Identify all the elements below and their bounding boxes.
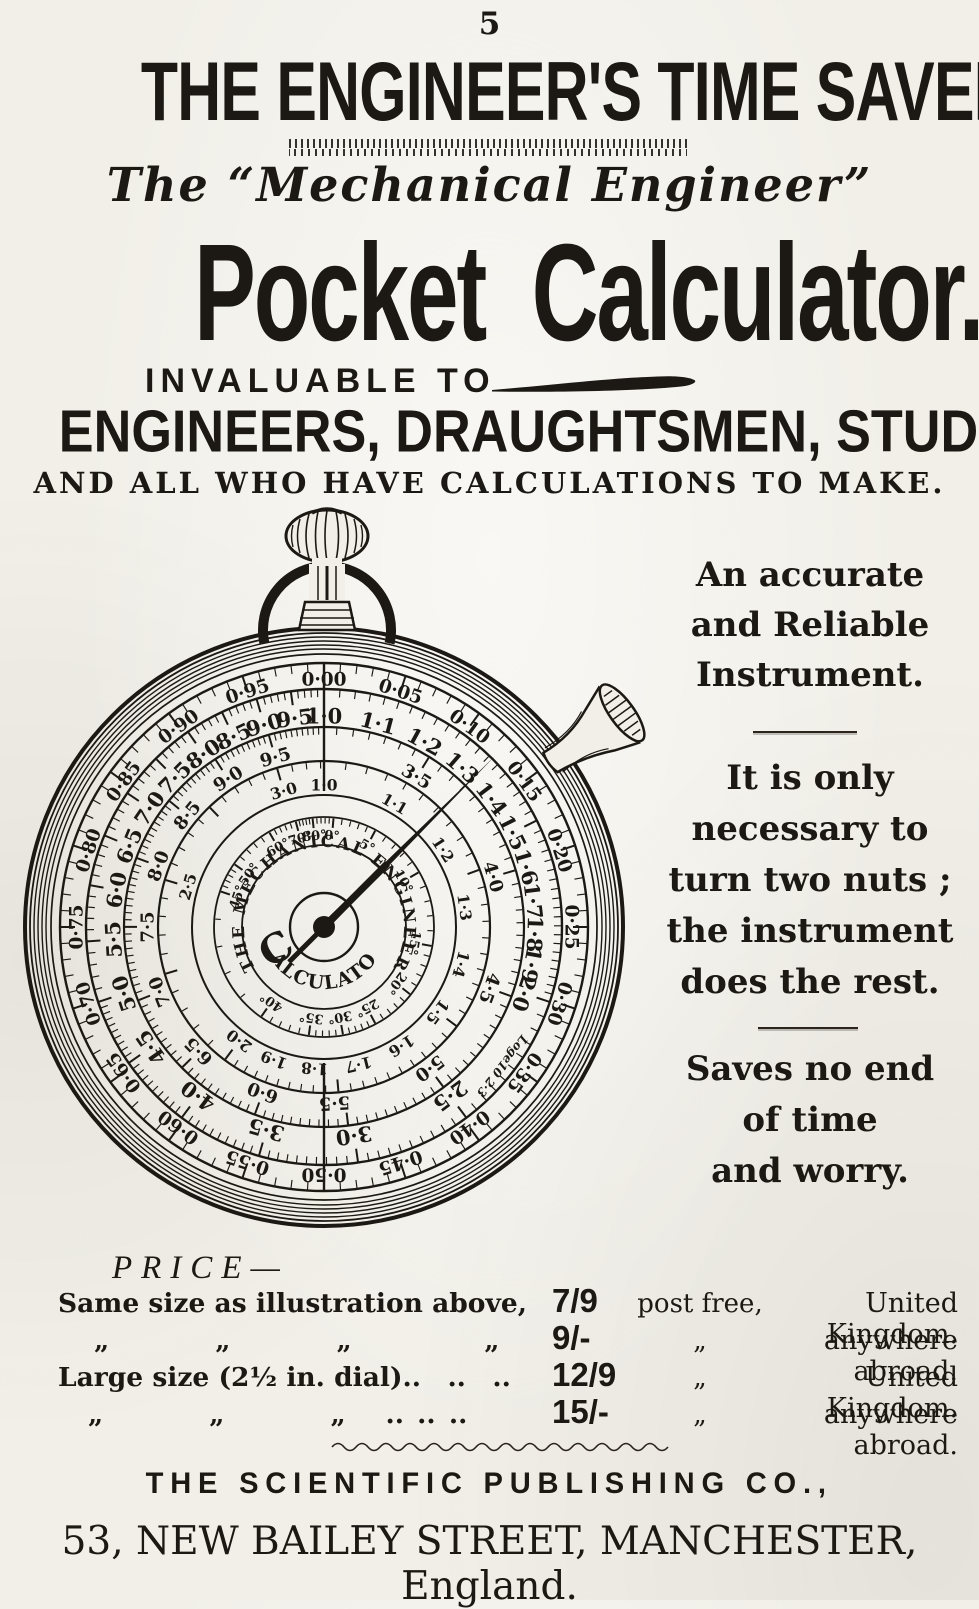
dial-scale-label: 4·0 xyxy=(478,859,507,895)
dial-scale-label: 0·40 xyxy=(445,1105,494,1148)
price-postage: „ xyxy=(634,1363,766,1393)
price-table: Same size as illustration above, 7/9 pos… xyxy=(58,1282,958,1430)
headline: THE ENGINEER'S TIME SAVER. xyxy=(0,46,979,138)
dial-scale-label: 9·5 xyxy=(258,743,294,772)
audience-text: ENGINEERS, DRAUGHTSMEN, STUDENTS xyxy=(59,397,979,465)
ticker-rule xyxy=(289,139,687,156)
dial-scale-label: 1·1 xyxy=(378,789,411,819)
dial-scale-label: 40° xyxy=(257,988,286,1014)
dial-scale-label: 8·5 xyxy=(170,797,206,835)
dial-scale-label: 9·0 xyxy=(210,762,248,797)
benefit-two-nuts: It is only necessary to turn two nuts ; … xyxy=(645,753,975,1008)
price-postage: „ xyxy=(634,1326,766,1356)
audience-note: AND ALL WHO HAVE CALCULATIONS TO MAKE. xyxy=(0,466,979,500)
divider xyxy=(753,731,857,733)
benefit-saves-time: Saves no end of time and worry. xyxy=(648,1044,972,1197)
price-item: „ „ „ „ xyxy=(58,1325,552,1356)
dial-scale-label: 0·10 xyxy=(445,705,494,748)
headline-text: THE ENGINEER'S TIME SAVER. xyxy=(141,44,979,140)
dial-scale-label: 0·85 xyxy=(102,757,145,806)
publisher-name: THE SCIENTIFIC PUBLISHING CO., xyxy=(0,1467,979,1501)
dial-scale-label: 5·5 xyxy=(100,921,127,959)
price-region: anywhere abroad. xyxy=(766,1399,958,1461)
price-row: Same size as illustration above, 7/9 pos… xyxy=(58,1282,958,1319)
swash-rule xyxy=(492,374,697,398)
dial-scale-label: 4·5 xyxy=(474,970,505,1007)
dial-scale-label: 2·5 xyxy=(428,1075,472,1117)
dial-scale-label: 2·5 xyxy=(175,871,201,902)
dial-scale-label: 3·0 xyxy=(268,778,299,804)
divider xyxy=(758,1027,858,1029)
dial-scale-label: 25° xyxy=(352,995,381,1020)
price-row: Large size (2½ in. dial).. .. .. 12/9 „ … xyxy=(58,1356,958,1393)
series-title: The “Mechanical Engineer” xyxy=(0,158,979,213)
dial-scale-label: 0·25 xyxy=(561,904,582,949)
series-title-text: The “Mechanical Engineer” xyxy=(107,158,873,213)
benefit-accurate: An accurate and Reliable Instrument. xyxy=(648,550,972,700)
price-amount: 9/- xyxy=(552,1319,634,1357)
dial-scale-label: 1·3 xyxy=(453,893,476,922)
dial-scale-label: 5·0 xyxy=(106,972,141,1015)
dial-scale-label: 1·2 xyxy=(403,722,447,761)
dial-scale-label: 1·3 xyxy=(440,746,484,789)
dial-scale-label: 0·75 xyxy=(67,904,88,949)
price-item: Same size as illustration above, xyxy=(58,1288,552,1319)
dial-scale-label: 5·0 xyxy=(411,1050,449,1086)
dial-scale-label: 3·5 xyxy=(245,1113,287,1147)
price-amount: 15/- xyxy=(552,1393,634,1431)
price-row: „ „ „ „ 9/- „ anywhere abroad. xyxy=(58,1319,958,1356)
price-amount: 12/9 xyxy=(552,1356,634,1394)
product-title-text: Pocket Calculator. xyxy=(194,214,979,373)
dial-scale-label: 9·5 xyxy=(275,703,315,733)
dial-scale-label: 2·0 xyxy=(507,972,542,1015)
audience-line: ENGINEERS, DRAUGHTSMEN, STUDENTS xyxy=(0,398,979,465)
publisher-name-text: THE SCIENTIFIC PUBLISHING CO., xyxy=(146,1467,833,1501)
dial-scale-label: 6·0 xyxy=(245,1077,282,1108)
price-postage: post free, xyxy=(634,1289,766,1319)
wavy-rule xyxy=(330,1440,670,1452)
dial-scale-label: 2·0 xyxy=(222,1025,255,1056)
price-item: Large size (2½ in. dial).. .. .. xyxy=(58,1362,552,1393)
product-title: Pocket Calculator. xyxy=(0,214,979,373)
invaluable-label: INVALUABLE TO xyxy=(145,362,496,401)
page-number: 5 xyxy=(0,6,979,42)
publisher-address: 53, NEW BAILEY STREET, MANCHESTER, Engla… xyxy=(0,1519,979,1609)
dial-scale-label: 1·4 xyxy=(448,949,473,980)
dial-scale-label: 30° xyxy=(326,1007,353,1026)
dial-scale-label: 1·2 xyxy=(428,833,459,866)
dial-scale-label: 7·5 xyxy=(138,911,159,942)
dial-scale-label: 35° xyxy=(298,1008,324,1026)
price-postage: „ xyxy=(634,1400,766,1430)
price-item: „ „ „ .. .. .. xyxy=(58,1399,552,1430)
dial-scale-label: 1·6 xyxy=(385,1031,418,1062)
dial-scale-label: 4·0 xyxy=(176,1075,220,1117)
dial-scale-label: 1·5 xyxy=(422,996,453,1029)
dial-scale-label: 1·1 xyxy=(357,706,399,740)
dial-scale-label: 7·0 xyxy=(145,973,176,1010)
dial-scale-label: 0·60 xyxy=(154,1105,203,1148)
dial-scale-label: 3·0 xyxy=(334,1121,374,1151)
dial-scale-label: 4·5 xyxy=(130,1025,171,1069)
dial-scale-label: 6·0 xyxy=(101,870,132,910)
price-row: „ „ „ .. .. .. 15/- „ anywhere abroad. xyxy=(58,1393,958,1430)
dial-scale-label: 1·9 xyxy=(258,1046,290,1073)
dial-scale-label: 8·0 xyxy=(144,848,175,885)
price-amount: 7/9 xyxy=(552,1282,634,1320)
